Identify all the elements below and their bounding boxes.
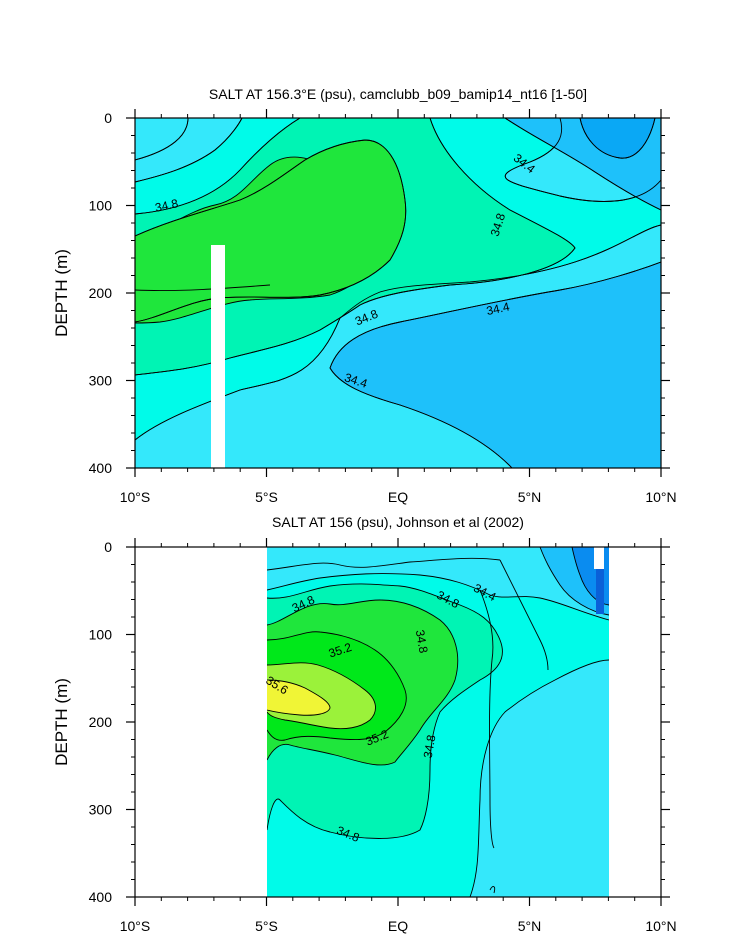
panel-observed-band-34.4-right <box>470 660 609 897</box>
panel-model-plot-area <box>135 118 661 468</box>
panel-model: SALT AT 156.3°E (psu), camclubb_b09_bami… <box>52 86 677 505</box>
panel-observed-y-tick-label: 100 <box>89 627 113 643</box>
panel-model-contours <box>135 118 661 468</box>
panel-model-axes: 10°S 5°S EQ 5°N 10°N 0 100 200 300 400 <box>89 109 677 505</box>
panel-model-contour-label: 34.8 <box>154 196 180 215</box>
panel-observed-x-tick-label: 10°N <box>645 918 676 934</box>
panel-model-contour-label: 34.8 <box>488 211 509 238</box>
panel-model-y-tick-label: 0 <box>104 110 112 126</box>
panel-model-title: SALT AT 156.3°E (psu), camclubb_b09_bami… <box>209 86 587 102</box>
panel-model-x-tick-label: EQ <box>388 489 408 505</box>
panel-observed-y-tick-label: 200 <box>89 714 113 730</box>
panel-observed-contour-label: 35.2 <box>327 640 354 661</box>
panel-model-x-tick-label: 10°S <box>120 489 151 505</box>
panel-model-missing-column <box>211 245 225 468</box>
panel-model-ylabel: DEPTH (m) <box>52 249 71 337</box>
panel-model-y-tick-label: 300 <box>89 373 113 389</box>
panel-observed-y-tick-label: 300 <box>89 802 113 818</box>
panel-model-x-tick-label: 10°N <box>645 489 676 505</box>
panel-model-y-tick-label: 400 <box>89 460 113 476</box>
panel-model-x-tick-label: 5°S <box>255 489 278 505</box>
panel-observed-x-tick-label: EQ <box>388 918 408 934</box>
panel-observed: SALT AT 156 (psu), Johnson et al (2002) <box>52 514 677 934</box>
panel-observed-x-tick-label: 5°S <box>255 918 278 934</box>
panel-observed-x-tick-label: 5°N <box>518 918 542 934</box>
panel-observed-ylabel: DEPTH (m) <box>52 678 71 766</box>
panel-model-y-tick-label: 200 <box>89 285 113 301</box>
panel-observed-title: SALT AT 156 (psu), Johnson et al (2002) <box>272 514 524 530</box>
panel-observed-deep-fresh-water <box>596 569 604 614</box>
panel-observed-contour-label: 34.8 <box>421 733 439 759</box>
panel-observed-y-tick-label: 0 <box>104 539 112 555</box>
panel-observed-x-tick-label: 10°S <box>120 918 151 934</box>
panel-model-x-tick-label: 5°N <box>518 489 542 505</box>
panel-observed-y-tick-label: 400 <box>89 889 113 905</box>
panel-observed-plot-area <box>267 547 609 897</box>
panel-observed-contour-label: 34.8 <box>413 629 431 655</box>
panel-model-contour-label: 34.4 <box>343 370 370 391</box>
panel-observed-band-34.4-top <box>267 547 609 620</box>
panel-observed-axes: 10°S 5°S EQ 5°N 10°N 0 100 200 300 400 <box>89 538 677 934</box>
panel-observed-missing-notch <box>594 547 604 569</box>
panel-observed-band-35.6 <box>267 680 330 716</box>
panel-observed-contours <box>267 547 609 897</box>
panel-model-contour-label: 34.4 <box>485 299 511 318</box>
panel-model-y-tick-label: 100 <box>89 198 113 214</box>
